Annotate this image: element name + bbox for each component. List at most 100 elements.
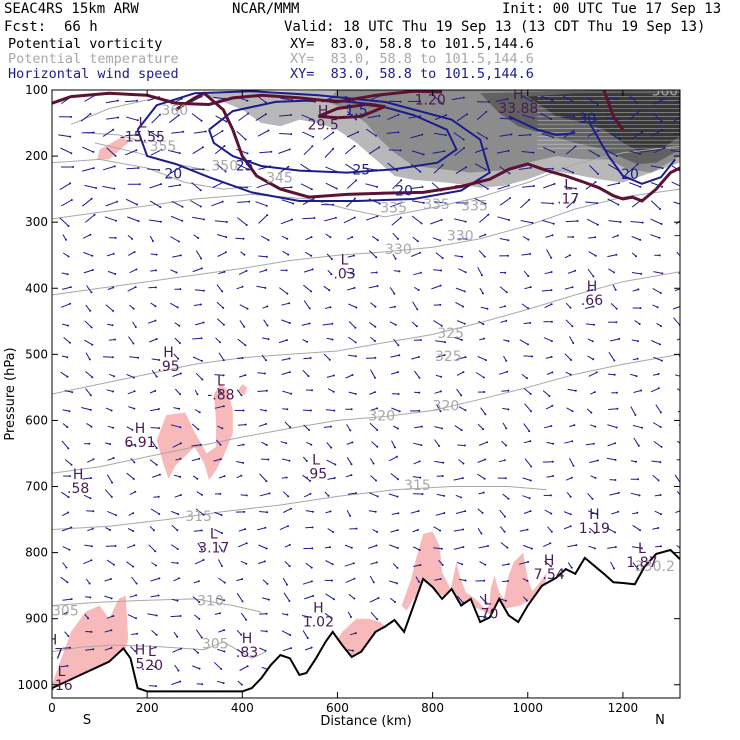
- pv-contour-1: [174, 91, 680, 203]
- wind-vector-head: [219, 458, 222, 461]
- wind-vector: [673, 201, 680, 205]
- wind-vector: [105, 100, 118, 104]
- wind-vector-head: [202, 289, 205, 292]
- wind-vector-head: [636, 511, 639, 514]
- wind-vector-head: [550, 320, 553, 323]
- wind-vector: [279, 525, 289, 531]
- wind-vector-head: [198, 457, 201, 460]
- y-axis-label: Pressure (hPa): [3, 347, 18, 440]
- wind-vector: [454, 255, 463, 258]
- wind-vector-head: [394, 257, 397, 260]
- wind-vector: [562, 95, 573, 102]
- wind-vector-head: [464, 510, 467, 513]
- wind-vector: [633, 437, 640, 447]
- wind-vector-head: [92, 510, 95, 513]
- wind-vector: [173, 474, 181, 478]
- wind-vector-head: [89, 596, 92, 599]
- wind-vector: [147, 613, 157, 616]
- wind-vector: [170, 215, 183, 222]
- wind-vector: [500, 542, 508, 548]
- wind-vector: [588, 149, 600, 157]
- wind-vector: [149, 183, 162, 189]
- wind-vector: [629, 111, 639, 120]
- wind-vector-head: [374, 376, 376, 379]
- wind-vector-head: [112, 426, 115, 429]
- wind-vector: [125, 198, 138, 205]
- wind-vector-head: [639, 238, 642, 241]
- wind-vector-head: [67, 511, 70, 514]
- wind-vector: [523, 355, 533, 357]
- wind-vector: [496, 150, 509, 154]
- wind-vector: [564, 353, 572, 361]
- wind-vector: [257, 560, 266, 565]
- wind-vector-head: [527, 238, 530, 241]
- wind-vector-head: [290, 133, 293, 136]
- wind-vector-head: [616, 234, 619, 237]
- hl-marker-letter: H: [135, 421, 146, 437]
- wind-vector: [391, 407, 400, 412]
- wind-vector: [128, 251, 135, 256]
- wind-vector-head: [484, 413, 487, 416]
- wind-vector-head: [464, 220, 467, 223]
- wind-vector-head: [398, 410, 401, 413]
- wind-vector-head: [181, 205, 184, 208]
- wind-vector: [302, 217, 315, 220]
- wind-vector: [300, 183, 313, 190]
- wind-vector-head: [619, 138, 621, 141]
- wind-vector: [674, 288, 680, 292]
- wind-vector: [433, 320, 443, 327]
- wind-vector: [653, 356, 663, 362]
- wind-vector-head: [154, 550, 157, 553]
- wind-vector: [61, 199, 73, 207]
- wind-vector-head: [419, 476, 422, 479]
- wind-vector-head: [396, 495, 399, 498]
- wind-vector: [456, 113, 468, 122]
- wind-vector-head: [330, 446, 333, 449]
- wind-vector-head: [507, 497, 510, 500]
- wind-vector-head: [264, 286, 267, 289]
- wind-vector-head: [244, 138, 247, 141]
- wind-vector-head: [572, 236, 574, 238]
- legend-theta-xy: XY= 83.0, 58.8 to 101.5,144.6: [290, 51, 534, 67]
- wind-vector: [477, 459, 486, 463]
- wind-vector-head: [352, 562, 355, 565]
- wind-vector-head: [179, 393, 182, 396]
- theta-label: 325: [435, 349, 462, 365]
- wind-vector-head: [419, 115, 422, 118]
- wind-vector-head: [265, 389, 268, 392]
- y-tick-label: 300: [25, 215, 48, 229]
- wind-vector-head: [462, 305, 465, 308]
- wind-vector-head: [439, 239, 442, 242]
- wind-vector-head: [154, 305, 157, 308]
- wind-vector: [61, 527, 72, 532]
- wind-vector: [522, 185, 535, 188]
- wind-vector-head: [330, 258, 333, 261]
- wind-vector-head: [400, 179, 403, 182]
- wind-vector-head: [332, 203, 335, 206]
- wind-vector: [587, 268, 594, 277]
- wind-vector: [650, 340, 661, 345]
- wind-vector: [498, 371, 508, 375]
- wind-vector-head: [117, 116, 120, 119]
- wind-vector: [217, 559, 223, 567]
- wind-vector-head: [88, 442, 91, 445]
- wind-vector-head: [70, 598, 73, 601]
- wind-vector-head: [331, 563, 334, 566]
- wind-vector-head: [639, 529, 642, 532]
- wind-vector-head: [482, 292, 484, 295]
- wind-vector-head: [531, 355, 534, 358]
- endpoint-right: N: [655, 713, 665, 728]
- wind-vector-head: [614, 546, 617, 548]
- wind-vector: [476, 111, 487, 121]
- wind-vector: [85, 352, 91, 360]
- wind-vector: [632, 546, 642, 549]
- wind-vector: [218, 629, 225, 633]
- wind-vector: [58, 134, 71, 138]
- wind-vector-head: [113, 165, 116, 168]
- hl-marker-letter: H: [318, 104, 329, 120]
- hl-marker-letter: H: [135, 642, 146, 658]
- wind-vector-head: [158, 169, 160, 171]
- wind-vector-head: [400, 201, 403, 204]
- wind-vector-head: [154, 666, 157, 669]
- pv-fill-5: [97, 136, 129, 160]
